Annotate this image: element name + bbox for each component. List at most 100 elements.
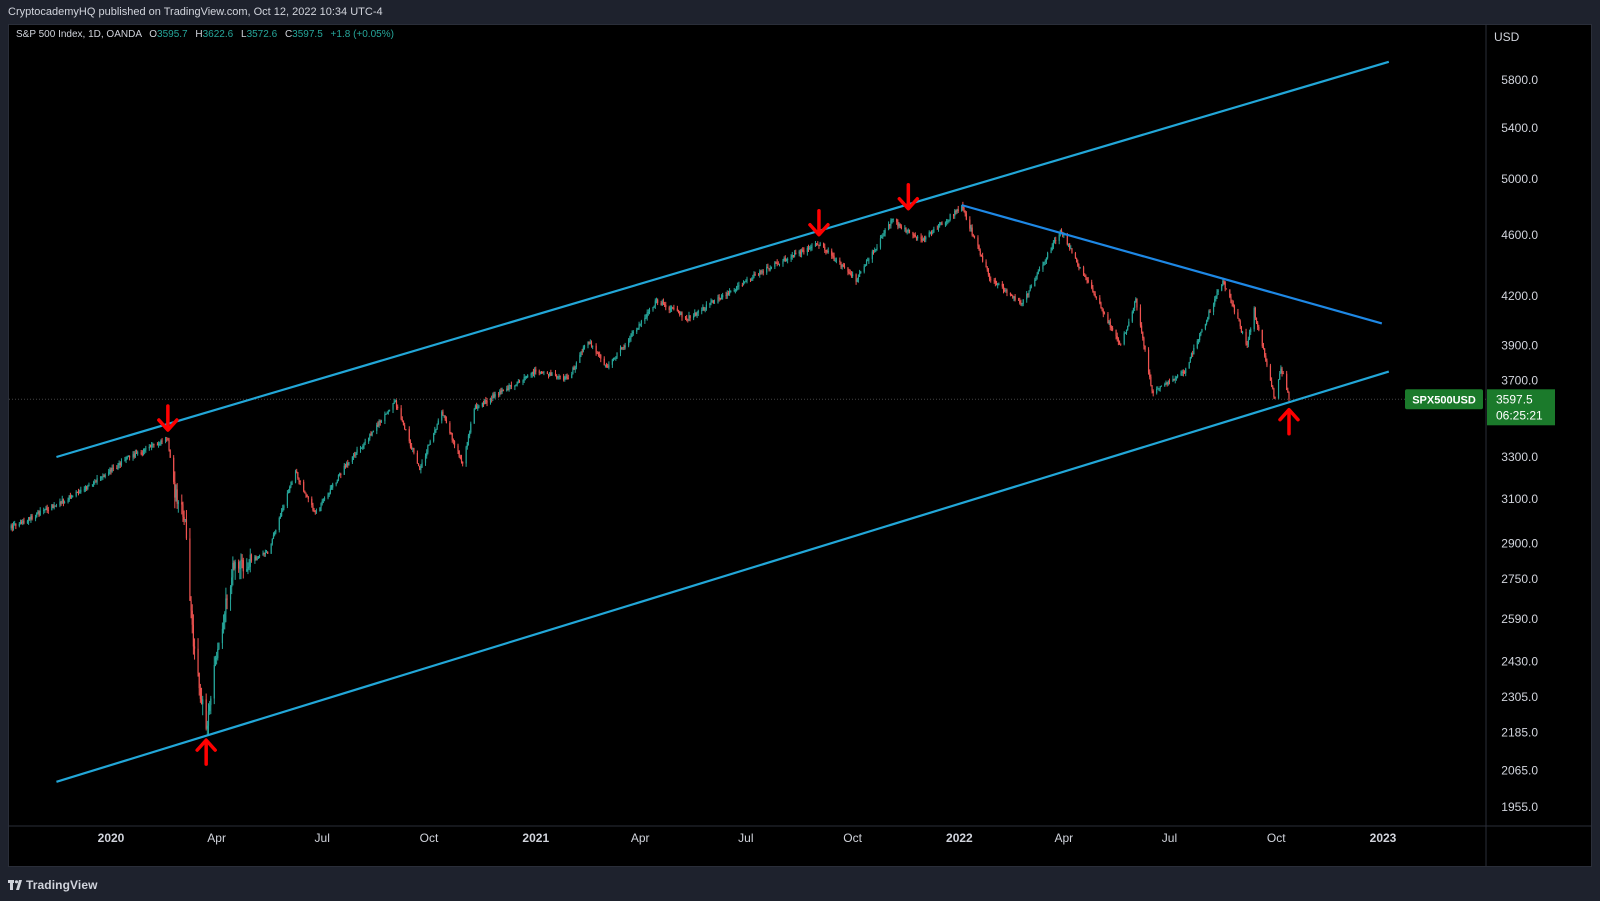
candle-body xyxy=(737,286,739,287)
candle-body xyxy=(160,440,162,444)
trendline-channel-upper xyxy=(56,60,1390,459)
candle-body xyxy=(18,523,20,526)
candle-body xyxy=(647,312,649,313)
candle-body xyxy=(908,229,911,233)
candle-body xyxy=(264,552,266,554)
candle-body xyxy=(556,375,558,378)
candle-body xyxy=(352,454,355,457)
candle-body xyxy=(742,283,745,286)
candle-body xyxy=(402,420,405,426)
candle-body xyxy=(108,471,110,475)
candle-body xyxy=(39,510,41,516)
candle-body xyxy=(713,303,716,304)
candle-body xyxy=(79,492,81,494)
candle-body xyxy=(648,309,651,313)
candle-body xyxy=(460,458,463,462)
candle-body xyxy=(303,481,305,492)
candle-body xyxy=(595,345,597,353)
candle-body xyxy=(218,643,220,649)
candle-body xyxy=(369,434,371,438)
candle-body xyxy=(1143,337,1145,346)
candle-body xyxy=(848,271,850,273)
candle-body xyxy=(1160,385,1162,387)
candle-body xyxy=(696,312,698,316)
candle-body xyxy=(762,271,764,273)
candle-body xyxy=(1147,349,1150,373)
tradingview-logo[interactable]: TradingView xyxy=(8,878,98,892)
plot-area xyxy=(4,60,1486,783)
candle-body xyxy=(711,300,713,302)
chart-pane[interactable] xyxy=(8,24,1592,867)
candle-body xyxy=(408,429,410,442)
candle-body xyxy=(550,372,552,376)
candle-body xyxy=(621,348,623,349)
candle-body xyxy=(978,245,980,251)
candle-body xyxy=(321,500,323,504)
candle-body xyxy=(494,394,496,397)
candle-body xyxy=(687,319,689,321)
candle-body xyxy=(546,372,548,374)
candle-body xyxy=(457,445,459,452)
candle-body xyxy=(322,499,324,501)
high-label: H xyxy=(195,29,203,40)
candle-body xyxy=(190,600,192,611)
candle-body xyxy=(932,232,934,234)
candle-body xyxy=(263,553,265,554)
candle-body xyxy=(1173,378,1175,380)
candle-body xyxy=(1200,331,1202,336)
candle-body xyxy=(538,371,540,373)
candle-body xyxy=(554,373,557,376)
candle-body xyxy=(1223,281,1225,282)
candle-body xyxy=(286,493,289,506)
candle-body xyxy=(437,420,439,425)
candle-body xyxy=(670,307,673,309)
candle-body xyxy=(320,503,322,508)
candle-body xyxy=(693,315,695,319)
candle-body xyxy=(6,528,7,531)
candle-body xyxy=(1052,242,1054,247)
candle-body xyxy=(607,366,609,368)
candle-body xyxy=(444,415,446,420)
candle-body xyxy=(270,543,272,554)
candle-body xyxy=(205,699,207,729)
candle-body xyxy=(1116,336,1118,339)
candle-body xyxy=(970,227,972,229)
candle-body xyxy=(653,305,655,307)
candle-body xyxy=(37,511,39,514)
candle-body xyxy=(467,435,470,443)
bar-countdown: 06:25:21 xyxy=(1496,408,1543,422)
candle-body xyxy=(282,508,284,512)
candle-body xyxy=(925,236,927,240)
candle-body xyxy=(677,310,680,312)
candle-body xyxy=(1092,287,1094,292)
candle-body xyxy=(712,300,714,304)
candle-body xyxy=(12,524,15,529)
candle-body xyxy=(744,281,746,284)
candle-body xyxy=(287,491,290,494)
candle-body xyxy=(88,484,90,486)
candle-body xyxy=(214,658,217,666)
price-tick-label: 2900.0 xyxy=(1501,536,1538,550)
open-value: 3595.7 xyxy=(157,29,188,40)
candle-body xyxy=(1212,304,1215,313)
candle-body xyxy=(905,228,907,233)
candle-body xyxy=(652,306,654,310)
candle-body xyxy=(661,301,663,306)
candle-body xyxy=(452,439,454,442)
candle-body xyxy=(710,301,712,304)
candle-body xyxy=(1183,373,1186,374)
candle-body xyxy=(238,562,240,569)
candle-body xyxy=(672,307,674,309)
candle-body xyxy=(485,400,487,402)
candle-body xyxy=(1250,329,1252,333)
candle-body xyxy=(567,377,569,379)
candle-body xyxy=(1118,341,1121,344)
price-tick-label: 2185.0 xyxy=(1501,726,1538,740)
candle-body xyxy=(855,274,857,282)
candle-body xyxy=(4,528,5,530)
candle-body xyxy=(91,484,94,486)
candle-body xyxy=(1011,294,1013,296)
candle-body xyxy=(1270,380,1273,387)
candle-body xyxy=(987,269,990,275)
